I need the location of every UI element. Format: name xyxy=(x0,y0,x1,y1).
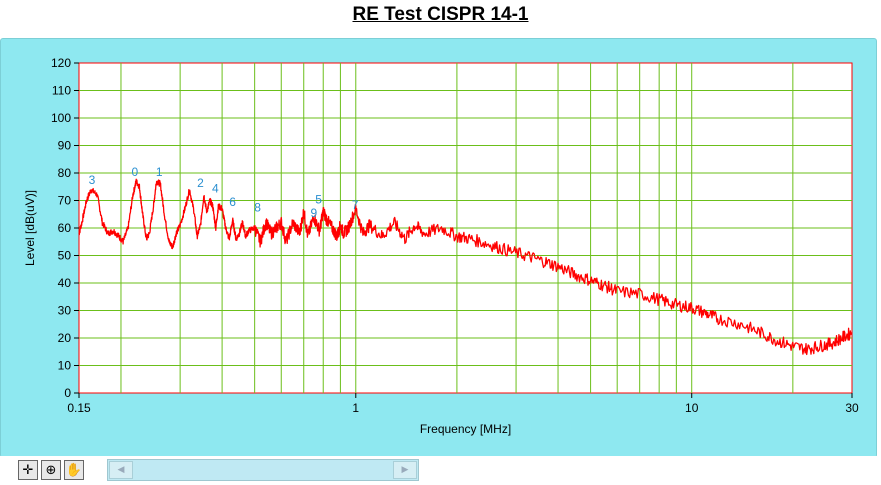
x-tick-label: 30 xyxy=(845,401,859,415)
zoom-icon[interactable]: ⊕ xyxy=(41,460,61,480)
peak-marker-label: 8 xyxy=(254,201,261,215)
y-tick-label: 120 xyxy=(51,56,71,70)
peak-marker-label: 7 xyxy=(352,198,359,212)
peak-marker-label: 0 xyxy=(132,165,139,179)
peak-marker-label: 1 xyxy=(156,165,163,179)
peak-marker-label: 5 xyxy=(315,192,322,206)
x-tick-label: 10 xyxy=(685,401,699,415)
y-tick-label: 30 xyxy=(58,304,72,318)
y-tick-label: 40 xyxy=(58,276,72,290)
y-tick-label: 80 xyxy=(58,166,72,180)
peak-marker-label: 4 xyxy=(212,181,219,195)
chart-title: RE Test CISPR 14-1 xyxy=(352,4,529,25)
y-tick-label: 0 xyxy=(64,386,71,400)
peak-marker-label: 3 xyxy=(89,173,96,187)
y-tick-label: 10 xyxy=(58,359,72,373)
peak-marker-label: 9 xyxy=(310,206,317,220)
arrow-right-icon[interactable]: ▶ xyxy=(393,461,417,479)
series-line-0 xyxy=(78,178,853,356)
arrow-left-icon[interactable]: ◀ xyxy=(109,461,133,479)
pan-hand-icon[interactable]: ✋ xyxy=(64,460,84,480)
y-tick-label: 100 xyxy=(51,111,71,125)
x-axis-label: Frequency [MHz] xyxy=(420,422,511,436)
y-axis-label: Level [dB(uV)] xyxy=(23,190,37,266)
peak-marker-label: 6 xyxy=(229,195,236,209)
peak-marker-label: 2 xyxy=(197,176,204,190)
y-tick-label: 70 xyxy=(58,194,72,208)
chart-panel: 0 10 20 30 40 50 60 70 80 90 100 110 120 0.15 1 10 30 Fre… xyxy=(0,38,877,458)
crosshair-icon[interactable]: ✛ xyxy=(18,460,38,480)
x-tick-label: 1 xyxy=(352,401,359,415)
graph-toolbar: ✛ ⊕ ✋ ◀ ▶ xyxy=(0,456,881,485)
y-tick-label: 110 xyxy=(52,84,71,98)
y-tick-label: 60 xyxy=(58,221,72,235)
x-tick-label: 0.15 xyxy=(67,401,91,415)
y-tick-label: 90 xyxy=(58,139,72,153)
y-tick-label: 20 xyxy=(58,331,72,345)
y-tick-label: 50 xyxy=(58,249,72,263)
x-scrollbar[interactable]: ◀ ▶ xyxy=(107,459,419,481)
